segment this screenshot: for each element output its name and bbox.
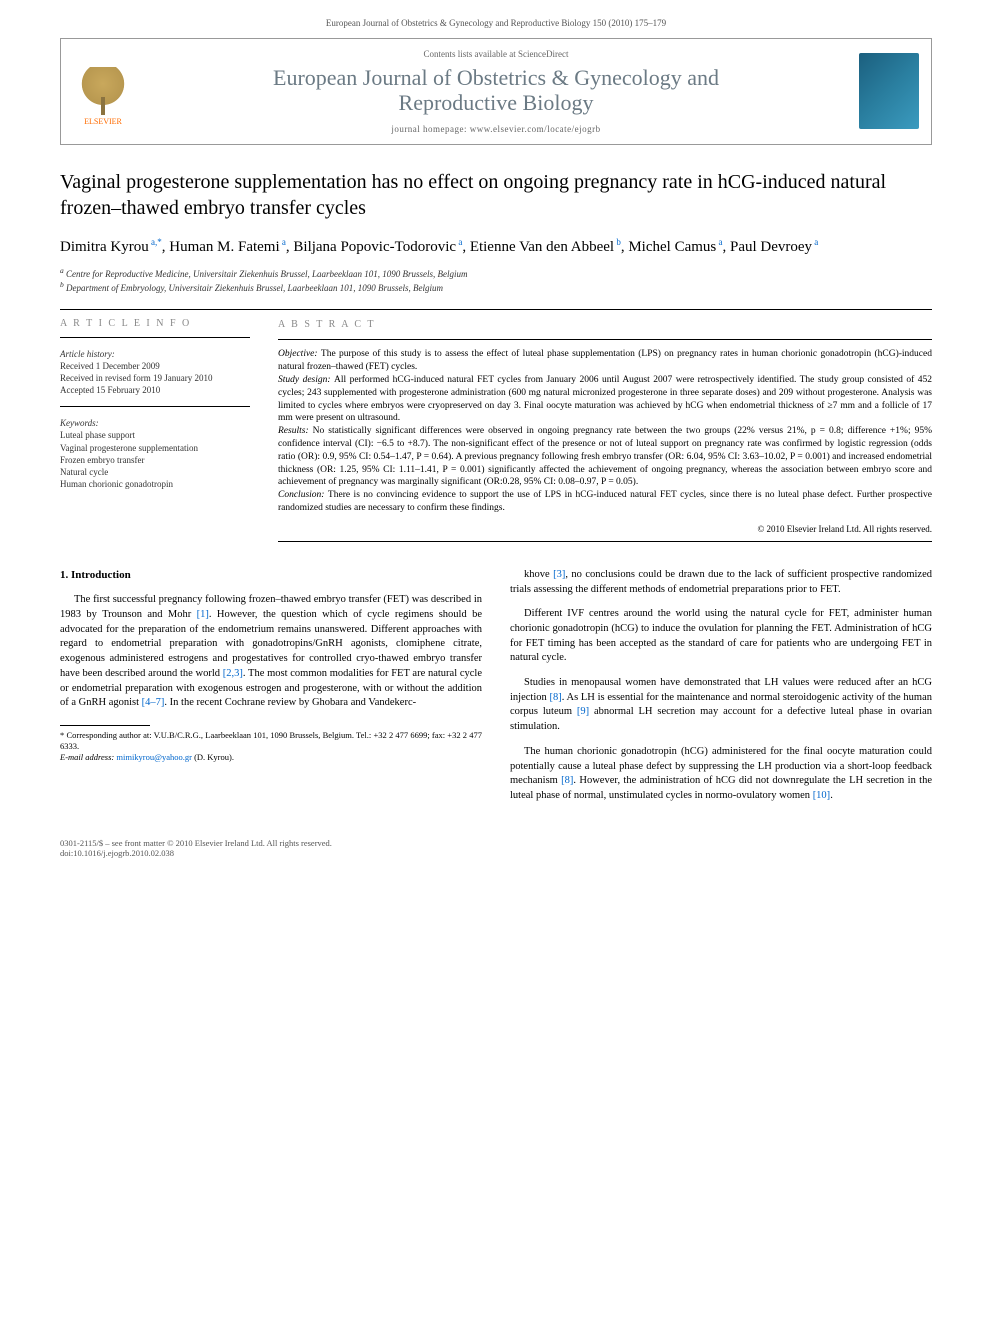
keyword: Luteal phase support bbox=[60, 429, 250, 441]
citation-ref[interactable]: [3] bbox=[553, 569, 565, 580]
author-affil-marker: a,* bbox=[149, 237, 162, 247]
citation-ref[interactable]: [9] bbox=[577, 706, 589, 717]
citation-ref[interactable]: [8] bbox=[549, 692, 561, 703]
author: Human M. Fatemi a bbox=[169, 239, 286, 255]
elsevier-tree-icon bbox=[81, 67, 125, 115]
journal-cover-thumb bbox=[859, 53, 919, 129]
affiliations: a Centre for Reproductive Medicine, Univ… bbox=[60, 266, 932, 295]
body-two-column: 1. Introduction The first successful pre… bbox=[60, 568, 932, 814]
author: Michel Camus a bbox=[628, 239, 722, 255]
abstract-heading: A B S T R A C T bbox=[278, 318, 932, 332]
author-affil-marker: b bbox=[614, 237, 621, 247]
author-list: Dimitra Kyrou a,*, Human M. Fatemi a, Bi… bbox=[60, 237, 932, 256]
abstract-objective: Objective: The purpose of this study is … bbox=[278, 348, 932, 374]
corresponding-author-note: * Corresponding author at: V.U.B/C.R.G.,… bbox=[60, 730, 482, 752]
author-affil-marker: a bbox=[280, 237, 286, 247]
footnotes: * Corresponding author at: V.U.B/C.R.G.,… bbox=[60, 730, 482, 763]
body-col-left: 1. Introduction The first successful pre… bbox=[60, 568, 482, 814]
abstract-design: Study design: All performed hCG-induced … bbox=[278, 374, 932, 425]
body-paragraph: khove [3], no conclusions could be drawn… bbox=[510, 568, 932, 597]
keyword: Natural cycle bbox=[60, 466, 250, 478]
article-info-heading: A R T I C L E I N F O bbox=[60, 318, 250, 329]
author: Etienne Van den Abbeel b bbox=[470, 239, 621, 255]
section-heading: 1. Introduction bbox=[60, 568, 482, 583]
journal-masthead: ELSEVIER Contents lists available at Sci… bbox=[60, 38, 932, 145]
footer-left: 0301-2115/$ – see front matter © 2010 El… bbox=[60, 838, 332, 858]
keywords-block: Keywords: Luteal phase supportVaginal pr… bbox=[60, 417, 250, 490]
page-footer: 0301-2115/$ – see front matter © 2010 El… bbox=[60, 838, 932, 858]
body-paragraph: The human chorionic gonadotropin (hCG) a… bbox=[510, 745, 932, 804]
contents-available-line: Contents lists available at ScienceDirec… bbox=[143, 49, 849, 59]
body-paragraph: Different IVF centres around the world u… bbox=[510, 607, 932, 666]
article-main: Vaginal progesterone supplementation has… bbox=[60, 169, 932, 814]
history-line: Accepted 15 February 2010 bbox=[60, 384, 250, 396]
journal-homepage: journal homepage: www.elsevier.com/locat… bbox=[143, 124, 849, 134]
citation-ref[interactable]: [4–7] bbox=[142, 697, 165, 708]
abstract-column: A B S T R A C T Objective: The purpose o… bbox=[278, 318, 932, 542]
body-col-right: khove [3], no conclusions could be drawn… bbox=[510, 568, 932, 814]
divider bbox=[60, 309, 932, 310]
body-paragraph: The first successful pregnancy following… bbox=[60, 593, 482, 711]
abstract-conclusion: Conclusion: There is no convincing evide… bbox=[278, 489, 932, 515]
citation-ref[interactable]: [8] bbox=[561, 775, 573, 786]
author-affil-marker: a bbox=[456, 237, 462, 247]
journal-center: Contents lists available at ScienceDirec… bbox=[133, 49, 859, 134]
article-info-column: A R T I C L E I N F O Article history: R… bbox=[60, 318, 250, 542]
keyword: Frozen embryo transfer bbox=[60, 454, 250, 466]
keyword: Vaginal progesterone supplementation bbox=[60, 442, 250, 454]
article-title: Vaginal progesterone supplementation has… bbox=[60, 169, 932, 221]
elsevier-logo: ELSEVIER bbox=[73, 56, 133, 126]
abstract-results: Results: No statistically significant di… bbox=[278, 425, 932, 489]
email-line: E-mail address: mimikyrou@yahoo.gr (D. K… bbox=[60, 752, 482, 763]
citation-ref[interactable]: [2,3] bbox=[223, 668, 243, 679]
history-line: Received 1 December 2009 bbox=[60, 360, 250, 372]
citation-ref[interactable]: [10] bbox=[813, 790, 831, 801]
elsevier-label: ELSEVIER bbox=[84, 117, 122, 126]
running-head: European Journal of Obstetrics & Gynecol… bbox=[0, 0, 992, 38]
affiliation-line: b Department of Embryology, Universitair… bbox=[60, 280, 932, 295]
affiliation-line: a Centre for Reproductive Medicine, Univ… bbox=[60, 266, 932, 281]
author: Paul Devroey a bbox=[730, 239, 818, 255]
article-history: Article history: Received 1 December 200… bbox=[60, 348, 250, 397]
meta-abstract-row: A R T I C L E I N F O Article history: R… bbox=[60, 318, 932, 542]
abstract-copyright: © 2010 Elsevier Ireland Ltd. All rights … bbox=[278, 523, 932, 535]
footnote-rule bbox=[60, 725, 150, 726]
history-line: Received in revised form 19 January 2010 bbox=[60, 372, 250, 384]
body-paragraph: Studies in menopausal women have demonst… bbox=[510, 676, 932, 735]
keyword: Human chorionic gonadotropin bbox=[60, 478, 250, 490]
author: Biljana Popovic-Todorovic a bbox=[293, 239, 462, 255]
author-affil-marker: a bbox=[812, 237, 818, 247]
author: Dimitra Kyrou a,* bbox=[60, 239, 162, 255]
journal-name: European Journal of Obstetrics & Gynecol… bbox=[143, 65, 849, 116]
citation-ref[interactable]: [1] bbox=[197, 609, 209, 620]
author-affil-marker: a bbox=[716, 237, 722, 247]
